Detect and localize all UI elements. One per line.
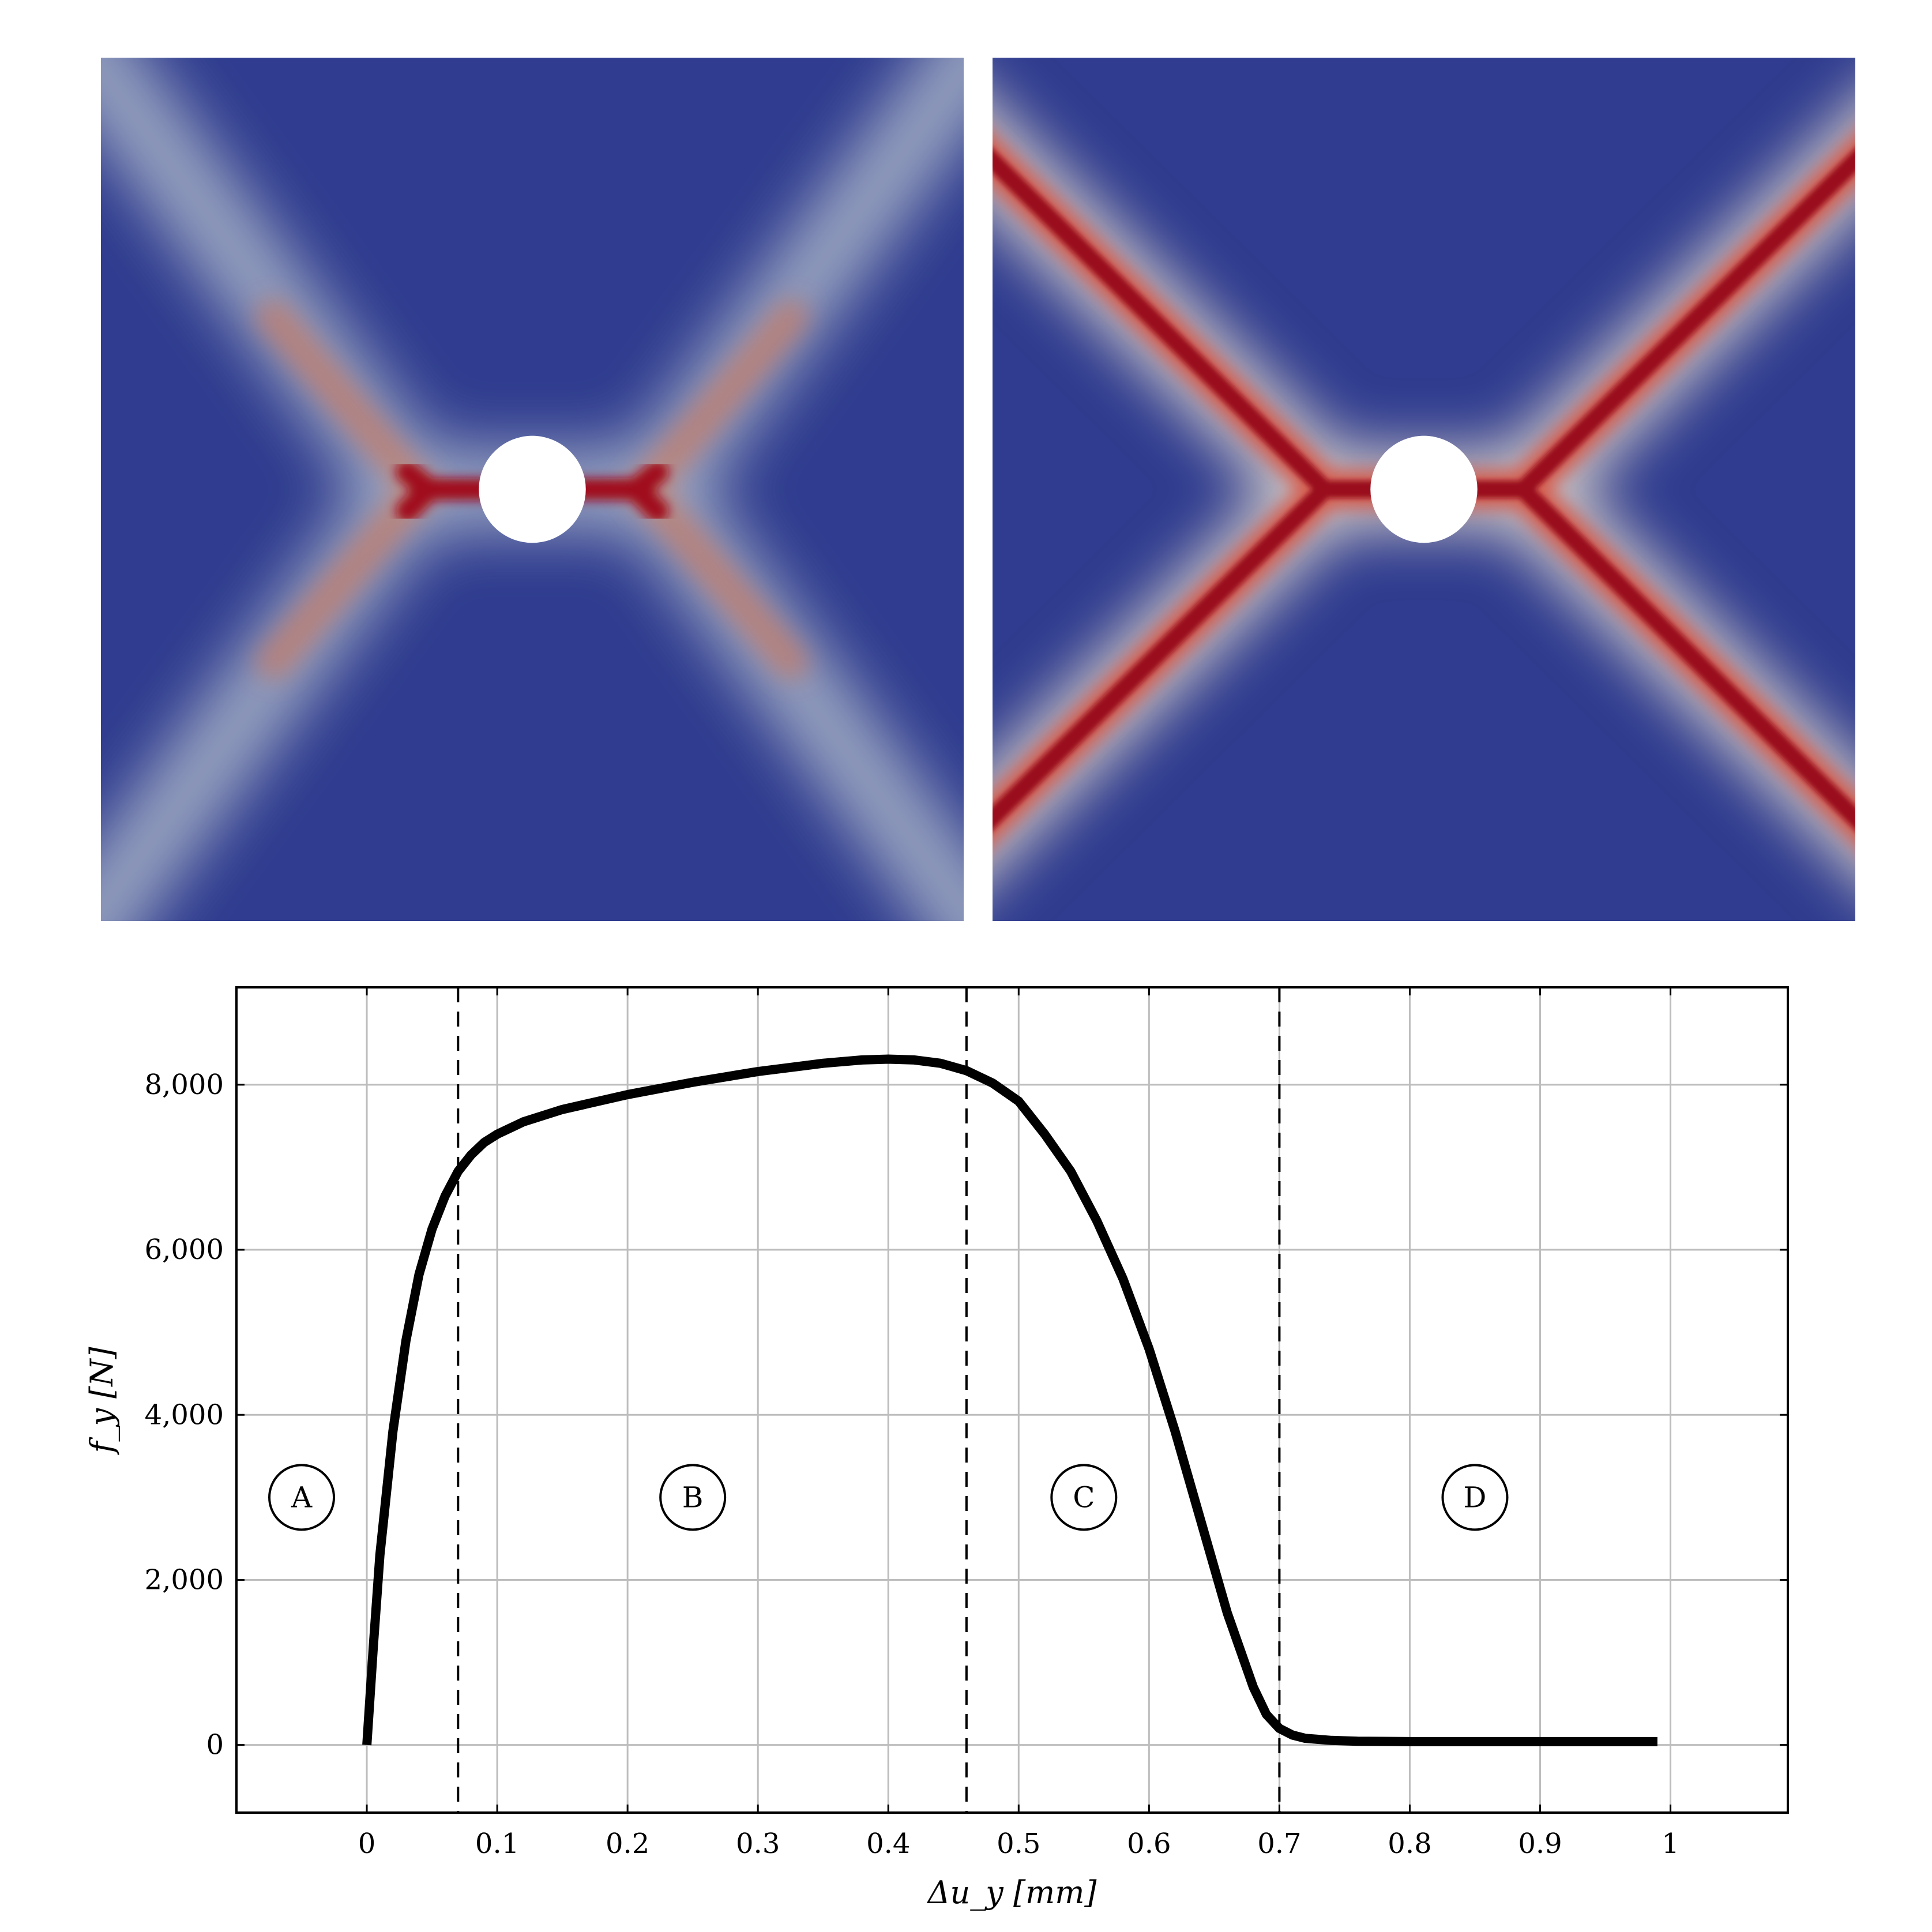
region-marker xyxy=(1050,1464,1118,1531)
y-axis-label: f_y [N] xyxy=(84,1347,120,1456)
damage-field-right-panel xyxy=(993,58,1855,921)
region-label-C: C xyxy=(1073,1480,1095,1514)
x-tick-label: 0.4 xyxy=(866,1828,910,1860)
hole xyxy=(479,435,586,543)
plot-frame xyxy=(235,986,1789,1814)
series-layer xyxy=(362,1054,1657,1746)
damage-field-left-panel xyxy=(101,58,964,921)
region-marker xyxy=(659,1464,727,1531)
x-axis-label: Δu_y [mm] xyxy=(927,1874,1097,1911)
x-tick-label: 0 xyxy=(358,1828,376,1860)
plot-frame-rect xyxy=(235,986,1789,1814)
grid-lines xyxy=(236,987,1788,1813)
x-tick-label: 0.9 xyxy=(1518,1828,1562,1860)
x-tick-label: 0.1 xyxy=(475,1828,519,1860)
x-tick-label: 0.2 xyxy=(606,1828,649,1860)
tick-labels: 0 0.1 0.2 0.3 0.4 0.5 0.6 0.7 0.8 0.9 1 0 2,000 4,000… xyxy=(145,987,1788,1860)
y-tick-label: 0 xyxy=(206,1729,224,1761)
region-marker xyxy=(268,1464,336,1531)
region-label-D: D xyxy=(1463,1480,1486,1514)
x-tick-label: 0.5 xyxy=(997,1828,1040,1860)
region-labels: A B C D xyxy=(268,1464,1509,1531)
x-tick-label: 0.6 xyxy=(1127,1828,1171,1860)
region-marker xyxy=(1441,1464,1509,1531)
force-curve xyxy=(362,1054,1657,1746)
x-tick-label: 0.8 xyxy=(1388,1828,1431,1860)
region-dividers xyxy=(457,987,1281,1813)
y-tick-label: 4,000 xyxy=(145,1399,224,1431)
x-tick-label: 1 xyxy=(1662,1828,1679,1860)
y-tick-label: 6,000 xyxy=(145,1234,224,1266)
y-tick-label: 8,000 xyxy=(145,1069,224,1101)
region-label-B: B xyxy=(682,1480,704,1514)
x-tick-label: 0.3 xyxy=(736,1828,780,1860)
y-tick-label: 2,000 xyxy=(145,1563,224,1596)
hole xyxy=(1370,435,1478,543)
region-label-A: A xyxy=(291,1480,313,1514)
x-tick-label: 0.7 xyxy=(1257,1828,1301,1860)
